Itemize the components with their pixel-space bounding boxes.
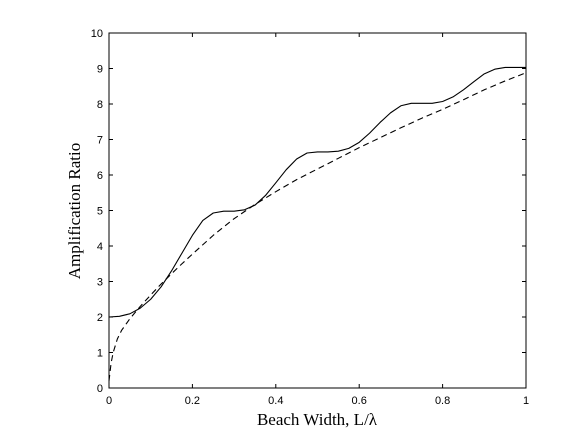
y-tick-label: 5 [97,206,103,218]
x-tick-label: 0.2 [185,395,200,407]
y-tick-label: 7 [97,135,103,147]
dashed-series-line [108,72,527,381]
y-tick-label: 2 [97,312,103,324]
x-tick-label: 1 [523,395,529,407]
solid-series-line [108,66,526,318]
y-tick-label: 3 [97,277,103,289]
x-tick-label: 0.4 [268,395,283,407]
y-axis-title: Amplification Ratio [65,143,84,279]
plot-frame [108,32,527,389]
y-tick-label: 6 [97,170,103,182]
y-tick-label: 8 [97,99,103,111]
x-tick-label: 0.8 [435,395,450,407]
y-tick-label: 4 [97,241,103,253]
x-tick-label: 0 [106,395,112,407]
y-tick-label: 9 [97,64,103,76]
y-tick-label: 10 [91,28,103,40]
y-tick-label: 0 [97,383,103,395]
y-tick-label: 1 [97,348,103,360]
x-tick-label: 0.6 [352,395,367,407]
x-axis-title: Beach Width, L/λ [257,410,378,429]
